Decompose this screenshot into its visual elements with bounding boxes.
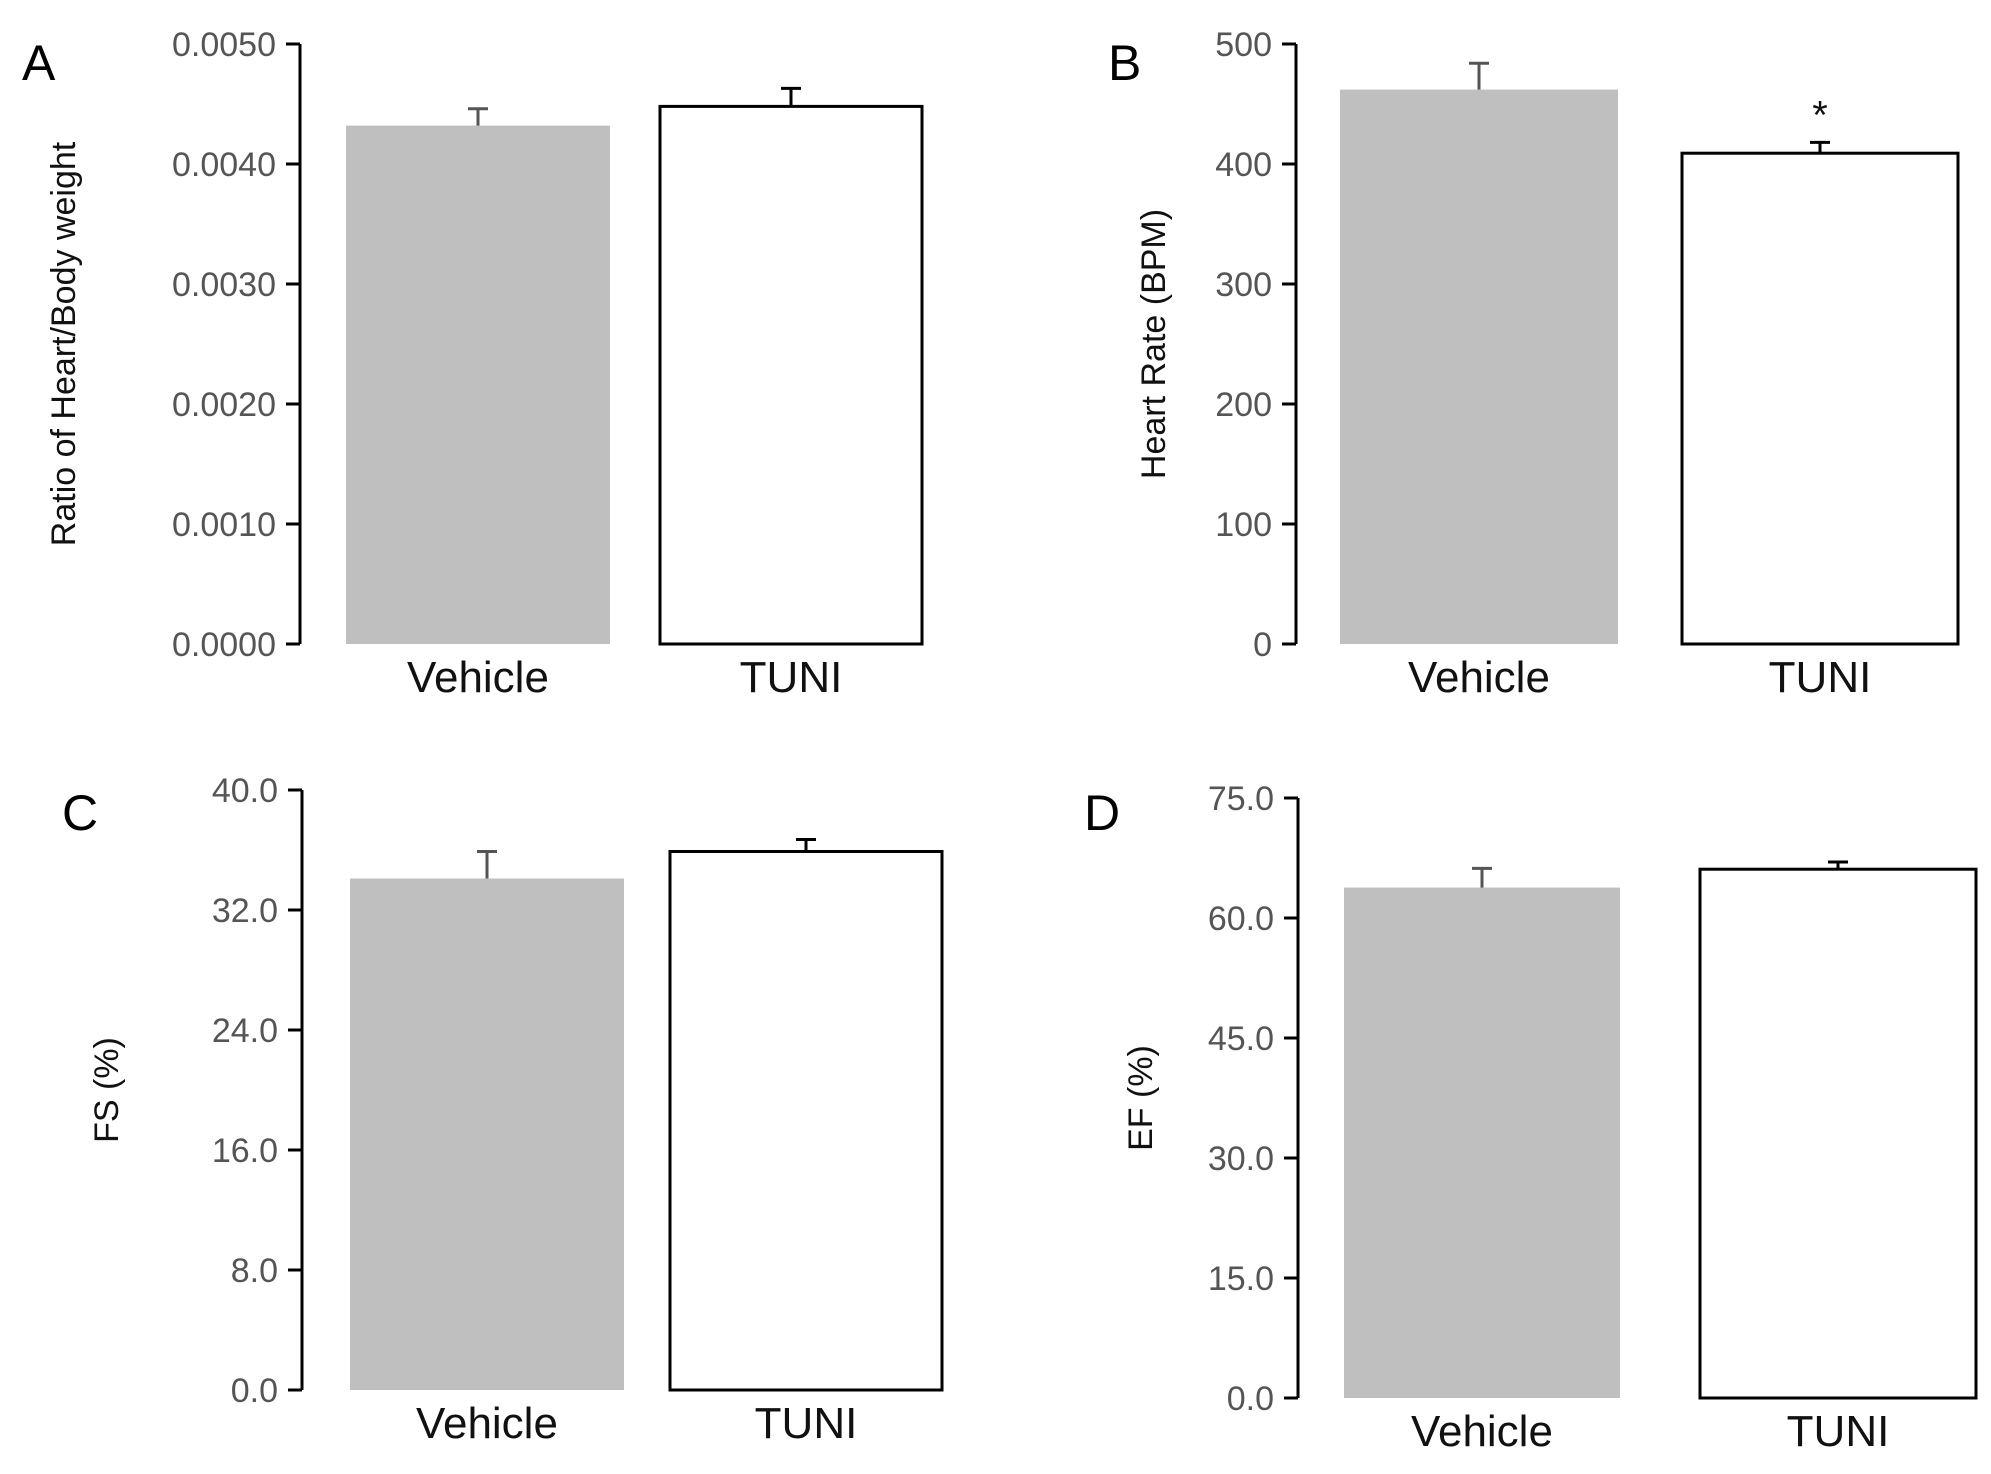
- y-tick-label: 0.0: [231, 1372, 278, 1410]
- y-tick-label: 200: [1215, 386, 1272, 424]
- bar-tuni: [1680, 151, 1960, 646]
- panel-letter: B: [1108, 35, 1141, 91]
- category-label: Vehicle: [1408, 653, 1550, 702]
- category-label: Vehicle: [1411, 1407, 1553, 1456]
- y-tick-label: 8.0: [231, 1252, 278, 1290]
- y-tick-label: 0.0040: [172, 146, 276, 184]
- category-label: TUNI: [755, 1399, 858, 1448]
- category-label: TUNI: [1787, 1407, 1890, 1456]
- y-tick-label: 0.0010: [172, 506, 276, 544]
- y-tick-label: 0.0050: [172, 26, 276, 64]
- y-tick-label: 16.0: [212, 1132, 278, 1170]
- y-tick-label: 0.0: [1227, 1380, 1274, 1418]
- y-tick-label: 60.0: [1208, 900, 1274, 938]
- y-tick-label: 0.0000: [172, 626, 276, 664]
- y-tick-label: 500: [1215, 26, 1272, 64]
- y-tick-label: 0.0020: [172, 386, 276, 424]
- y-tick-label: 32.0: [212, 892, 278, 930]
- category-label: TUNI: [1769, 653, 1872, 702]
- panel-letter: C: [62, 785, 98, 841]
- panel-a: A 0.0000 0.0010 0.0020 0.0030 0.0040 0.0050 Rat…: [22, 26, 924, 702]
- category-label: TUNI: [740, 653, 843, 702]
- y-axis-title: Ratio of Heart/Body weight: [45, 141, 83, 546]
- y-tick-label: 0.0030: [172, 266, 276, 304]
- y-tick-label: 45.0: [1208, 1020, 1274, 1058]
- y-tick-label: 0: [1253, 626, 1272, 664]
- y-tick-label: 30.0: [1208, 1140, 1274, 1178]
- y-tick-label: 300: [1215, 266, 1272, 304]
- y-axis-title: EF (%): [1122, 1045, 1160, 1151]
- panel-letter: A: [22, 35, 56, 91]
- panel-b: B 0 100 200 300 400 500 Heart Rate (BPM) Vehicle…: [1108, 26, 1960, 702]
- y-axis-title: FS (%): [88, 1037, 126, 1143]
- panel-letter: D: [1084, 785, 1120, 841]
- y-tick-label: 400: [1215, 146, 1272, 184]
- panel-d: D 0.0 15.0 30.0 45.0 60.0 75.0 EF (%) Vehicle TUN…: [1084, 780, 1978, 1456]
- bar-vehicle: [350, 878, 624, 1390]
- y-axis-title: Heart Rate (BPM): [1135, 209, 1173, 479]
- significance-star: *: [1812, 93, 1828, 137]
- bar-vehicle: [1340, 89, 1618, 645]
- y-tick-label: 40.0: [212, 772, 278, 810]
- bar-tuni: [668, 850, 944, 1392]
- bar-vehicle: [346, 125, 610, 645]
- y-tick-label: 75.0: [1208, 780, 1274, 818]
- y-tick-label: 24.0: [212, 1012, 278, 1050]
- category-label: Vehicle: [416, 1399, 558, 1448]
- bar-vehicle: [1344, 887, 1620, 1398]
- panel-c: C 0.0 8.0 16.0 24.0 32.0 40.0 FS (%) Vehicle TUNI: [62, 772, 944, 1448]
- y-tick-label: 15.0: [1208, 1260, 1274, 1298]
- y-tick-label: 100: [1215, 506, 1272, 544]
- bar-tuni: [1698, 867, 1978, 1400]
- category-label: Vehicle: [407, 653, 549, 702]
- bar-tuni: [658, 104, 924, 646]
